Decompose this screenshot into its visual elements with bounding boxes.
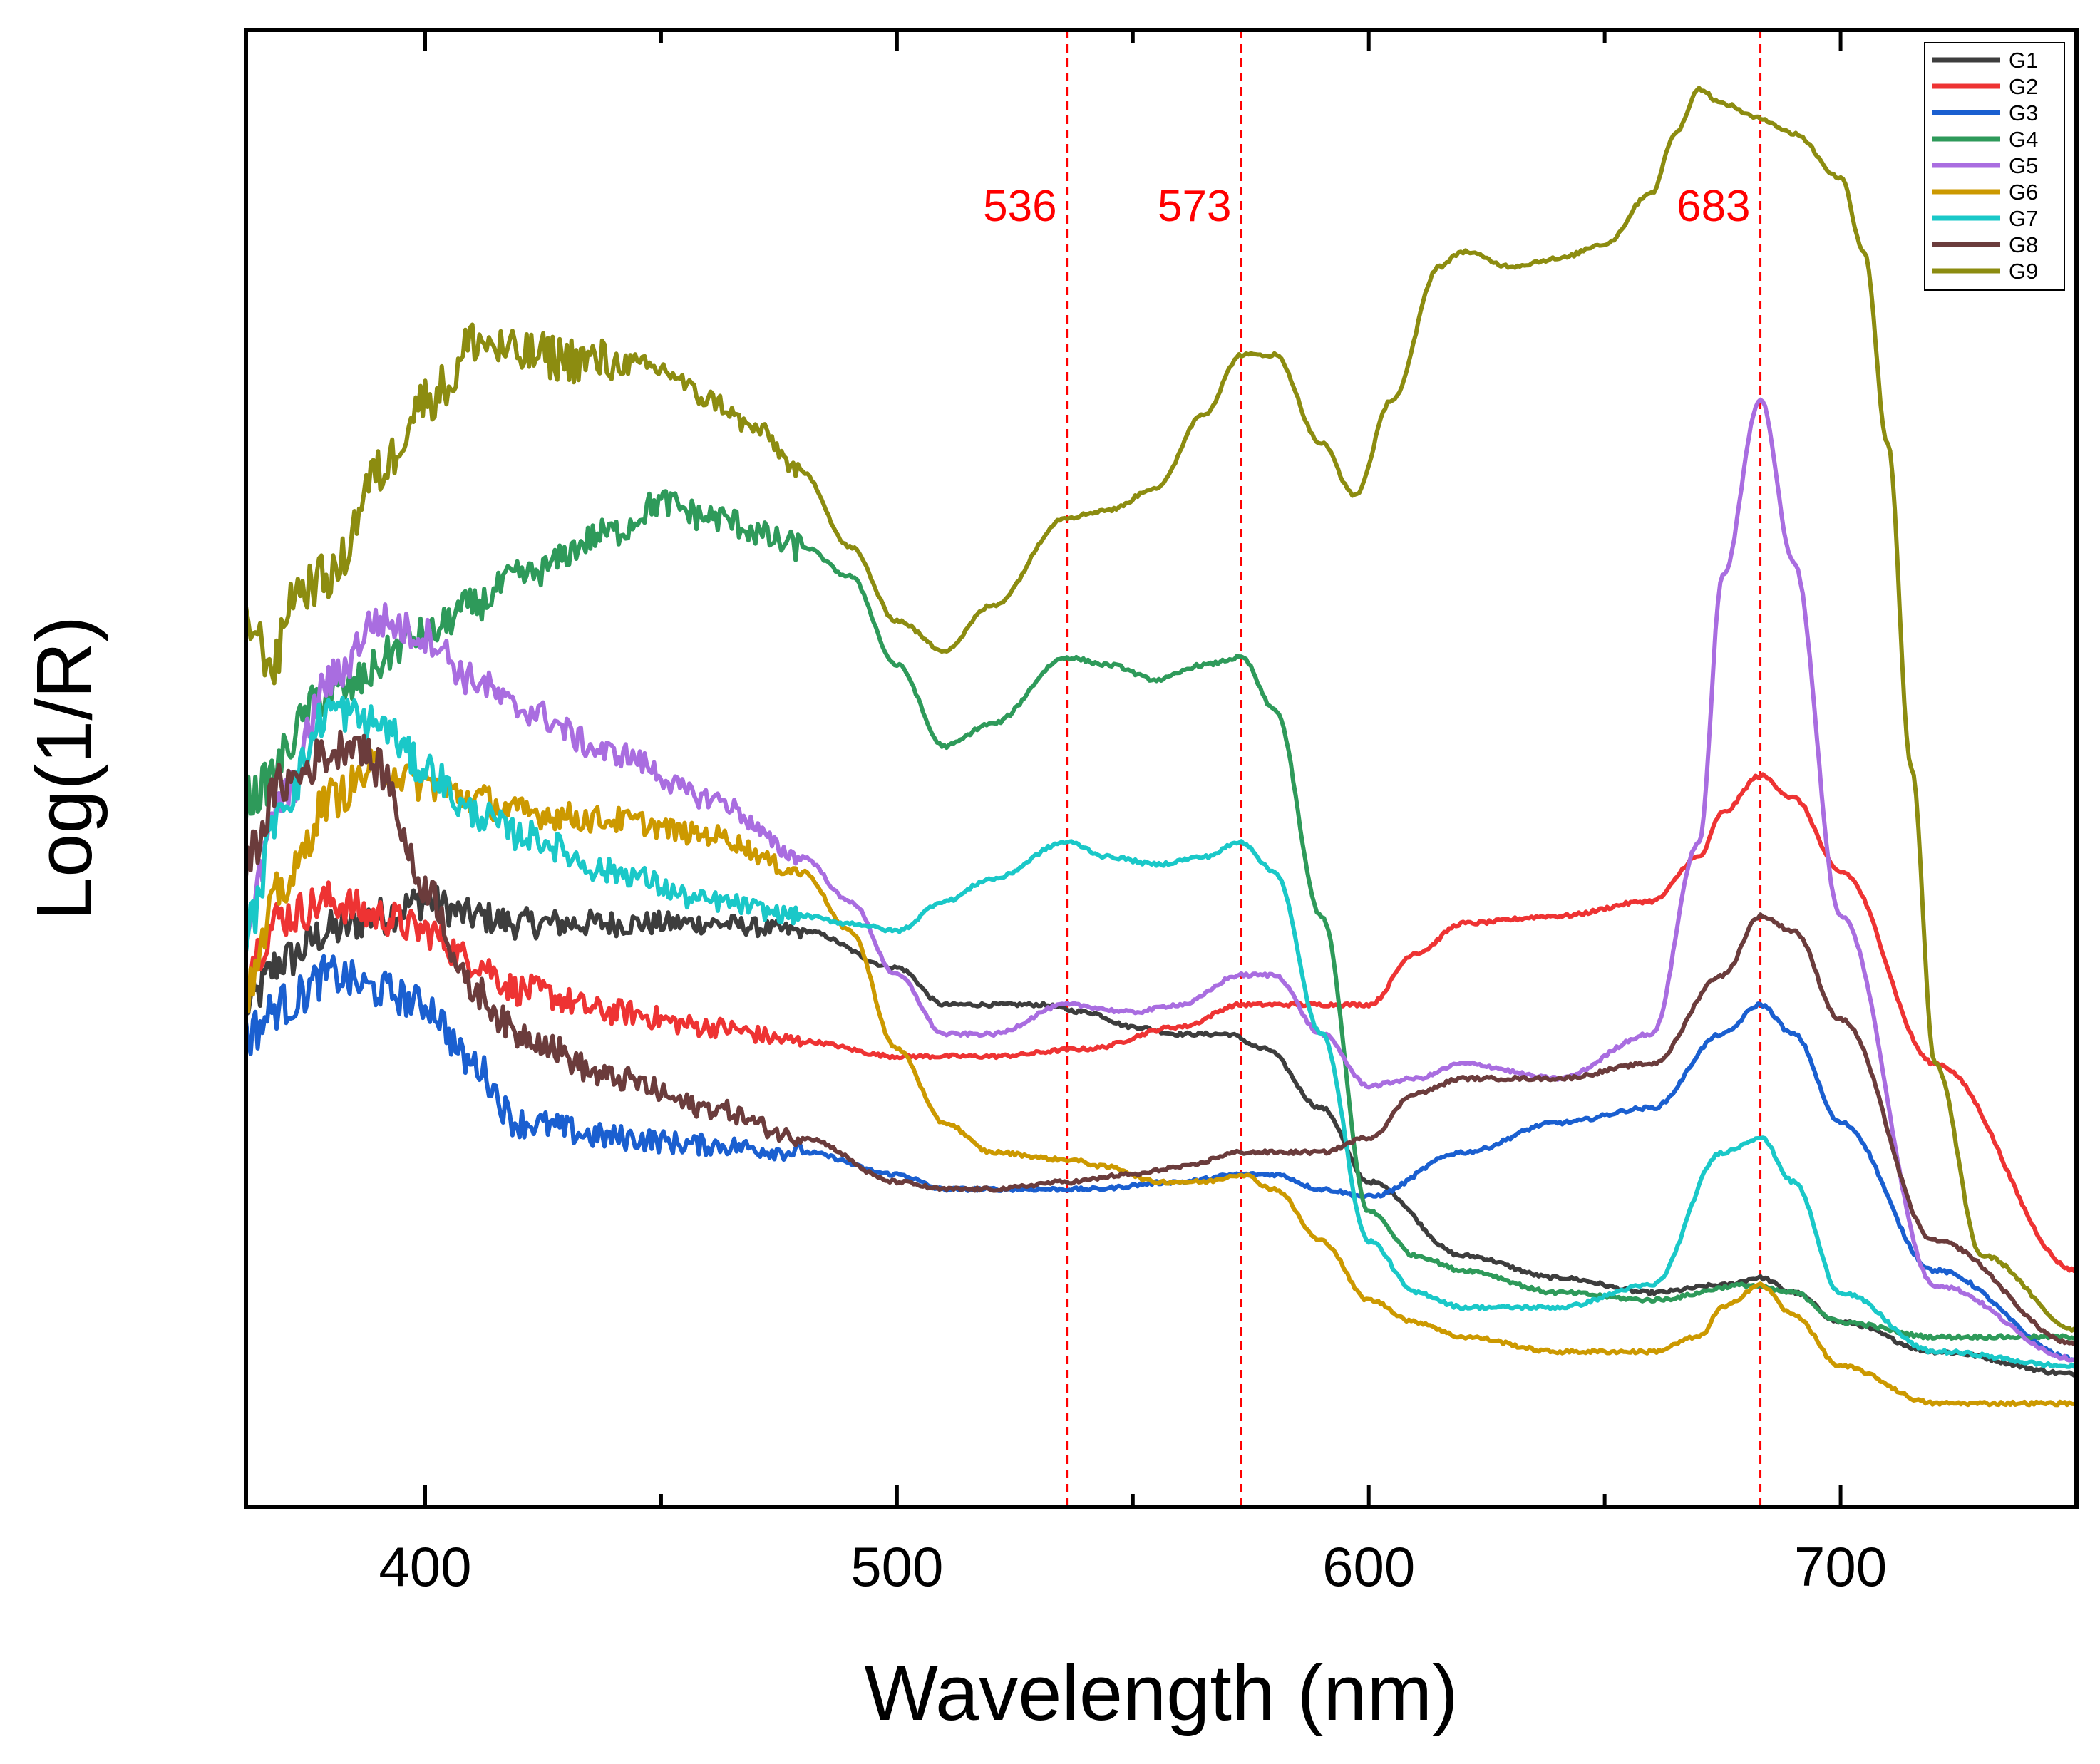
x-axis-label: Wavelength (nm) xyxy=(864,1649,1458,1737)
series-line-g2 xyxy=(244,772,2079,1274)
legend-label-g7: G7 xyxy=(2009,206,2038,231)
series-line-g8 xyxy=(244,729,2079,1347)
x-tick-label-400: 400 xyxy=(379,1535,471,1598)
y-axis-label: Log(1/R) xyxy=(21,616,108,921)
series-line-g9 xyxy=(244,86,2079,1333)
reference-label-573: 573 xyxy=(1158,182,1231,231)
legend-label-g8: G8 xyxy=(2009,232,2038,257)
reference-label-683: 683 xyxy=(1677,182,1750,231)
x-axis: 400 500 600 700 xyxy=(379,30,2079,1598)
legend-label-g2: G2 xyxy=(2009,74,2038,99)
series-line-g1 xyxy=(244,884,2079,1378)
x-tick-label-700: 700 xyxy=(1794,1535,1887,1598)
legend-label-g3: G3 xyxy=(2009,100,2038,125)
legend-label-g4: G4 xyxy=(2009,127,2038,152)
reference-lines: 536 573 683 xyxy=(983,30,1762,1507)
series-layer xyxy=(244,86,2079,1408)
x-tick-label-500: 500 xyxy=(850,1535,943,1598)
x-tick-label-600: 600 xyxy=(1322,1535,1415,1598)
series-line-g6 xyxy=(244,748,2079,1408)
legend-label-g9: G9 xyxy=(2009,259,2038,284)
legend-label-g6: G6 xyxy=(2009,180,2038,205)
series-line-g5 xyxy=(244,397,2079,1363)
series-line-g4 xyxy=(244,489,2079,1341)
legend-label-g1: G1 xyxy=(2009,48,2038,73)
series-line-g7 xyxy=(244,696,2079,1369)
legend-label-g5: G5 xyxy=(2009,153,2038,178)
plot-frame xyxy=(244,28,2079,1509)
reference-label-536: 536 xyxy=(983,182,1056,231)
